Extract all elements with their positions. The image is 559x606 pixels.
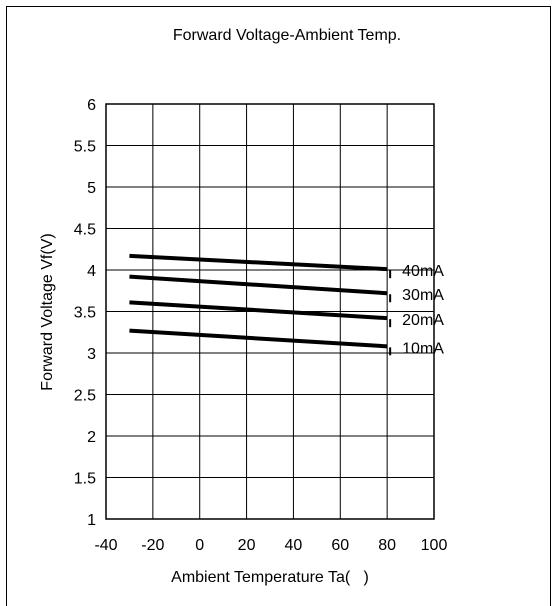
series-label-40mA: 40mA (402, 263, 444, 280)
plot-border (105, 103, 435, 520)
x-tick-label: 0 (195, 537, 204, 554)
x-tick-label: 80 (378, 537, 396, 554)
x-tick-label: 60 (331, 537, 349, 554)
chart-title: Forward Voltage-Ambient Temp. (173, 27, 401, 44)
y-tick-label: 2.5 (74, 388, 96, 405)
y-tick-label: 5.5 (74, 139, 96, 156)
series-line-40mA (129, 253, 388, 272)
series-label-10mA: 10mA (402, 340, 444, 357)
y-tick-label: 1 (87, 512, 96, 529)
series-label-30mA: 30mA (402, 287, 444, 304)
y-tick-label: 3.5 (74, 305, 96, 322)
series-line-20mA (129, 300, 388, 321)
chart-frame (6, 6, 551, 606)
series-label-20mA: 20mA (402, 312, 444, 329)
x-axis-label: Ambient Temperature Ta( ) (171, 569, 369, 586)
x-tick-label: 40 (285, 537, 303, 554)
series-line-10mA (129, 328, 388, 349)
y-tick-label: 4.5 (74, 222, 96, 239)
x-tick-label: 20 (238, 537, 256, 554)
y-tick-label: 3 (87, 346, 96, 363)
y-tick-label: 6 (87, 97, 96, 114)
tick-labels: -40 -20 0 20 40 60 80 100 1 1.5 2 2.5 3 3.5 4 4.5 5 5.5 6 (74, 97, 448, 554)
x-tick-label: -20 (141, 537, 164, 554)
y-axis-label: Forward Voltage Vf(V) (39, 233, 56, 390)
y-tick-label: 4 (87, 263, 96, 280)
series-labels: 40mA 30mA 20mA 10mA (389, 263, 444, 357)
x-tick-label: 100 (421, 537, 448, 554)
y-tick-label: 5 (87, 180, 96, 197)
y-tick-label: 2 (87, 429, 96, 446)
series-line-30mA (129, 274, 388, 296)
x-tick-label: -40 (94, 537, 117, 554)
series-layer (129, 253, 388, 349)
y-tick-label: 1.5 (74, 471, 96, 488)
